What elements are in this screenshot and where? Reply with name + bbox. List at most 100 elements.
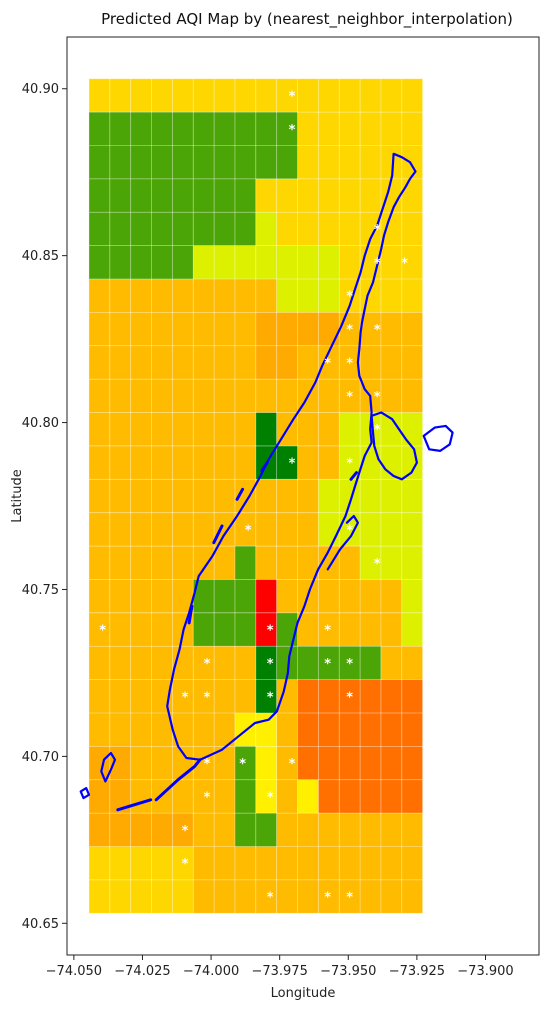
aqi-cell [214, 513, 235, 546]
aqi-cell [214, 479, 235, 512]
aqi-cell [110, 179, 131, 212]
aqi-cell [277, 246, 298, 279]
aqi-cell [110, 613, 131, 646]
aqi-cell [402, 479, 423, 512]
aqi-cell [152, 446, 173, 479]
aqi-cell [172, 346, 193, 379]
aqi-cell [402, 746, 423, 779]
aqi-cell [152, 546, 173, 579]
aqi-cell [402, 312, 423, 345]
aqi-cell [298, 813, 319, 846]
aqi-cell [214, 246, 235, 279]
aqi-cell [339, 746, 360, 779]
aqi-cell [152, 79, 173, 112]
station-marker: * [346, 657, 353, 672]
aqi-cell [131, 847, 152, 880]
aqi-cell [110, 413, 131, 446]
aqi-cell [277, 145, 298, 178]
aqi-cell [318, 379, 339, 412]
aqi-cell [193, 346, 214, 379]
aqi-cell [277, 613, 298, 646]
x-axis-label: Longitude [271, 986, 336, 1001]
aqi-cell [360, 579, 381, 612]
aqi-cell [214, 346, 235, 379]
aqi-cell [277, 579, 298, 612]
aqi-cell [256, 279, 277, 312]
aqi-cell [193, 713, 214, 746]
aqi-cell [131, 546, 152, 579]
aqi-cell [277, 880, 298, 913]
aqi-cell [235, 880, 256, 913]
aqi-cell [172, 546, 193, 579]
aqi-cell [89, 179, 110, 212]
x-tick-label: −73.950 [320, 964, 376, 979]
station-marker: * [429, 156, 436, 171]
aqi-cell [193, 145, 214, 178]
aqi-cell [402, 79, 423, 112]
aqi-cell [89, 513, 110, 546]
aqi-cell [318, 479, 339, 512]
aqi-cell [318, 446, 339, 479]
aqi-cell [110, 379, 131, 412]
aqi-cell [402, 813, 423, 846]
aqi-cell [402, 279, 423, 312]
aqi-cell [110, 813, 131, 846]
aqi-cell [152, 312, 173, 345]
aqi-cell [214, 579, 235, 612]
x-tick-label: −74.025 [114, 964, 170, 979]
aqi-cell [339, 813, 360, 846]
aqi-cell [89, 112, 110, 145]
aqi-cell [339, 212, 360, 245]
aqi-cell [360, 79, 381, 112]
aqi-cell [256, 246, 277, 279]
aqi-cell [110, 145, 131, 178]
aqi-cell [381, 813, 402, 846]
aqi-cell [193, 813, 214, 846]
aqi-cell [381, 613, 402, 646]
aqi-cell [318, 780, 339, 813]
aqi-cell [381, 579, 402, 612]
station-marker: * [401, 256, 408, 271]
aqi-cell [89, 279, 110, 312]
aqi-cell [235, 145, 256, 178]
aqi-cell [131, 413, 152, 446]
aqi-cell [360, 279, 381, 312]
aqi-cell [339, 713, 360, 746]
aqi-cell [131, 513, 152, 546]
aqi-cell [235, 780, 256, 813]
aqi-cell [193, 379, 214, 412]
aqi-cell [89, 312, 110, 345]
aqi-cell [152, 479, 173, 512]
station-marker: * [204, 690, 211, 705]
aqi-cell [235, 579, 256, 612]
aqi-cell [110, 346, 131, 379]
aqi-cell [277, 479, 298, 512]
x-tick-label: −74.000 [183, 964, 239, 979]
station-marker: * [324, 657, 331, 672]
aqi-cell [214, 613, 235, 646]
aqi-cell [402, 847, 423, 880]
aqi-cell [172, 179, 193, 212]
aqi-cell [235, 613, 256, 646]
aqi-cell [339, 246, 360, 279]
aqi-cell [256, 112, 277, 145]
aqi-cell [89, 680, 110, 713]
station-marker: * [374, 557, 381, 572]
aqi-cell [360, 713, 381, 746]
aqi-cell [214, 179, 235, 212]
aqi-cell [214, 279, 235, 312]
y-tick-label: 40.65 [22, 917, 59, 932]
aqi-cell [110, 112, 131, 145]
aqi-cell [235, 446, 256, 479]
aqi-cell [402, 713, 423, 746]
aqi-cell [172, 379, 193, 412]
aqi-cell [360, 479, 381, 512]
y-tick-label: 40.85 [22, 249, 59, 264]
aqi-cell [172, 446, 193, 479]
aqi-cell [193, 880, 214, 913]
aqi-cell [152, 847, 173, 880]
aqi-cell [318, 246, 339, 279]
aqi-cell [298, 680, 319, 713]
aqi-cell [235, 246, 256, 279]
aqi-cell [235, 312, 256, 345]
